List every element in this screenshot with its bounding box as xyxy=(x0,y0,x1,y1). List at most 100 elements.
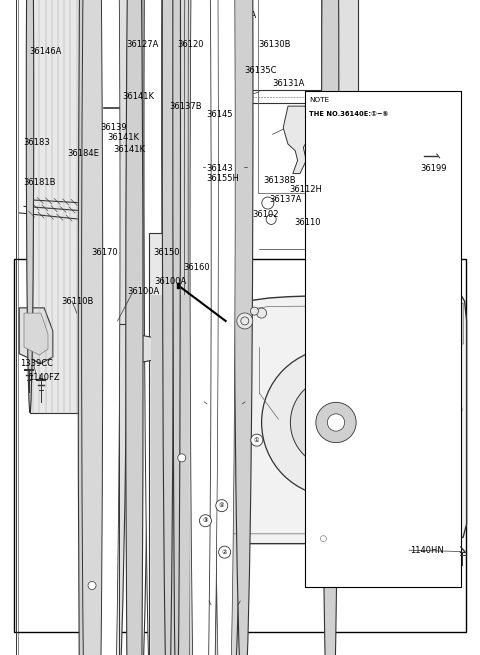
Ellipse shape xyxy=(188,0,196,655)
Circle shape xyxy=(219,546,231,558)
Bar xyxy=(151,295,189,655)
Ellipse shape xyxy=(194,0,207,655)
Circle shape xyxy=(321,536,326,542)
Circle shape xyxy=(433,502,448,517)
Text: 36184E: 36184E xyxy=(67,149,99,159)
Circle shape xyxy=(262,348,410,497)
Text: 36100A: 36100A xyxy=(127,287,159,296)
Text: 36199: 36199 xyxy=(420,164,446,174)
Circle shape xyxy=(241,317,249,325)
Circle shape xyxy=(251,434,263,446)
Ellipse shape xyxy=(125,0,149,655)
Ellipse shape xyxy=(190,0,211,655)
Polygon shape xyxy=(134,334,173,364)
Bar xyxy=(151,526,189,655)
Text: 36120: 36120 xyxy=(177,40,204,49)
Bar xyxy=(149,233,191,655)
Text: ④: ④ xyxy=(219,503,225,508)
Ellipse shape xyxy=(126,0,143,655)
Text: 36150: 36150 xyxy=(154,248,180,257)
Ellipse shape xyxy=(132,0,143,655)
Text: 36112H: 36112H xyxy=(289,185,322,195)
Text: 36181B: 36181B xyxy=(23,178,56,187)
Circle shape xyxy=(448,402,462,417)
Ellipse shape xyxy=(179,0,186,655)
Bar xyxy=(151,641,189,655)
Bar xyxy=(90,229,119,655)
Text: ③: ③ xyxy=(203,518,208,523)
Text: 1339CC: 1339CC xyxy=(20,359,53,368)
Ellipse shape xyxy=(199,0,218,655)
Polygon shape xyxy=(283,106,312,174)
Ellipse shape xyxy=(101,0,108,413)
Ellipse shape xyxy=(176,0,189,655)
Polygon shape xyxy=(19,308,53,364)
Text: 1140HN: 1140HN xyxy=(410,546,444,555)
Ellipse shape xyxy=(205,0,244,655)
Circle shape xyxy=(266,214,276,225)
Ellipse shape xyxy=(144,0,165,655)
Ellipse shape xyxy=(181,0,220,655)
Bar xyxy=(30,0,105,413)
Bar xyxy=(151,411,189,655)
Ellipse shape xyxy=(173,0,180,655)
Ellipse shape xyxy=(82,0,103,655)
Text: 36141K: 36141K xyxy=(122,92,155,102)
Bar xyxy=(14,259,466,632)
Text: 36102: 36102 xyxy=(252,210,278,219)
Text: 36131A: 36131A xyxy=(273,79,305,88)
Text: 36110B: 36110B xyxy=(61,297,94,306)
Text: 36135C: 36135C xyxy=(244,66,276,75)
Text: 36137B: 36137B xyxy=(169,102,202,111)
Circle shape xyxy=(237,313,253,329)
Ellipse shape xyxy=(191,0,227,655)
Polygon shape xyxy=(218,295,467,544)
Ellipse shape xyxy=(167,0,179,655)
Text: 36146A: 36146A xyxy=(29,47,62,56)
Polygon shape xyxy=(358,128,423,180)
Text: NOTE: NOTE xyxy=(310,97,330,103)
Ellipse shape xyxy=(234,0,253,655)
Circle shape xyxy=(262,197,274,209)
Text: 36145: 36145 xyxy=(206,110,233,119)
Ellipse shape xyxy=(78,0,93,655)
Text: 36155H: 36155H xyxy=(206,174,239,183)
Text: 36137A: 36137A xyxy=(269,195,301,204)
Circle shape xyxy=(410,531,425,546)
Circle shape xyxy=(200,515,211,527)
Text: 36183: 36183 xyxy=(23,138,50,147)
Circle shape xyxy=(327,414,345,431)
Text: ①: ① xyxy=(254,438,260,443)
Ellipse shape xyxy=(162,0,181,655)
Text: 36100A: 36100A xyxy=(224,11,256,20)
Ellipse shape xyxy=(214,0,235,655)
Circle shape xyxy=(290,377,382,468)
Text: 36100A: 36100A xyxy=(154,277,187,286)
Circle shape xyxy=(251,307,258,315)
Text: 36110: 36110 xyxy=(294,218,321,227)
Text: 36139: 36139 xyxy=(101,123,127,132)
Circle shape xyxy=(178,454,186,462)
Text: 36160: 36160 xyxy=(183,263,210,272)
Text: ②: ② xyxy=(222,550,228,555)
Circle shape xyxy=(257,308,266,318)
Text: THE NO.36140E:①~⑤: THE NO.36140E:①~⑤ xyxy=(309,111,388,117)
Ellipse shape xyxy=(322,0,339,655)
Text: 36143: 36143 xyxy=(206,164,233,174)
Text: 36127A: 36127A xyxy=(126,40,158,49)
Circle shape xyxy=(88,582,96,590)
Bar xyxy=(330,0,358,128)
Text: 36130B: 36130B xyxy=(258,40,291,49)
Text: 1140FZ: 1140FZ xyxy=(28,373,60,383)
Ellipse shape xyxy=(162,0,174,655)
Circle shape xyxy=(216,500,228,512)
Circle shape xyxy=(316,402,356,443)
Circle shape xyxy=(410,296,425,310)
Text: 36141K: 36141K xyxy=(107,133,139,142)
Ellipse shape xyxy=(170,0,176,655)
Bar xyxy=(86,0,134,324)
Bar xyxy=(171,136,243,655)
Polygon shape xyxy=(24,313,48,355)
Bar xyxy=(258,0,321,193)
Text: 36170: 36170 xyxy=(91,248,118,257)
